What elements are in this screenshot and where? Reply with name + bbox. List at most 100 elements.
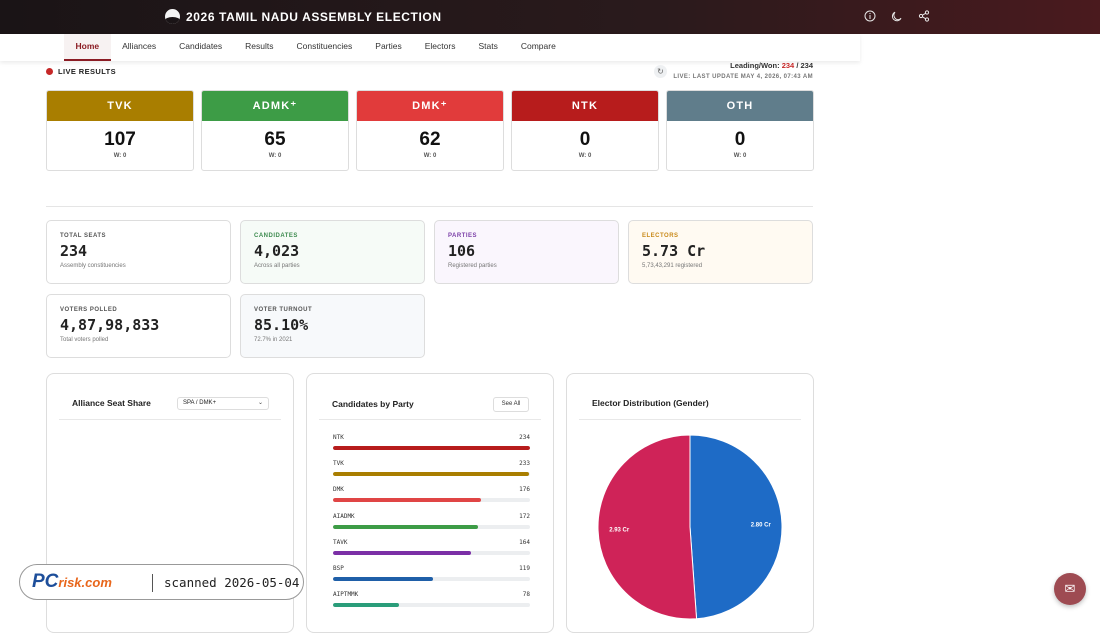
see-all-button[interactable]: See All bbox=[493, 397, 529, 412]
logo-rest: risk.com bbox=[58, 575, 112, 590]
nav-tab-parties[interactable]: Parties bbox=[375, 41, 402, 51]
bar-party-name: AIADMK bbox=[333, 512, 355, 520]
stat-subtext: Registered parties bbox=[448, 263, 497, 269]
elector-gender-panel: Elector Distribution (Gender) 2.80 Cr 2.9… bbox=[566, 373, 814, 633]
chevron-down-icon: ⌄ bbox=[257, 400, 263, 406]
stat-value: 5.73 Cr bbox=[642, 242, 706, 260]
bar-track bbox=[333, 472, 530, 477]
bar-track bbox=[333, 446, 530, 450]
nav-tab-electors[interactable]: Electors bbox=[424, 41, 456, 51]
stat-card-voter-turnout: VOTER TURNOUT 85.10% 72.7% in 2021 bbox=[240, 294, 425, 358]
stat-value: 106 bbox=[448, 242, 476, 260]
share-icon[interactable] bbox=[918, 10, 930, 22]
bar-party-name: NTK bbox=[333, 434, 344, 441]
watermark-divider bbox=[152, 574, 153, 592]
party-card[interactable]: ADMK⁺ 65 W: 0 bbox=[201, 90, 349, 171]
gender-pie-chart: 2.80 Cr 2.93 Cr bbox=[597, 434, 783, 620]
brand[interactable]: 2026 TAMIL NADU ASSEMBLY ELECTION bbox=[165, 9, 442, 24]
pie-slice-label: 2.80 Cr bbox=[751, 522, 772, 528]
stat-card-voters-polled: VOTERS POLLED 4,87,98,833 Total voters pol… bbox=[46, 294, 231, 358]
bar-fill bbox=[333, 446, 530, 450]
leading-won-total: / 234 bbox=[796, 61, 813, 70]
party-name: NTK bbox=[512, 91, 658, 121]
party-seats: 107 bbox=[104, 129, 136, 150]
party-card[interactable]: TVK 107 W: 0 bbox=[46, 90, 194, 171]
nav-tab-constituencies[interactable]: Constituencies bbox=[296, 41, 353, 51]
bar-party-name: AIPTMMK bbox=[333, 591, 359, 599]
stat-label: VOTER TURNOUT bbox=[254, 307, 313, 313]
party-name: DMK⁺ bbox=[357, 91, 503, 121]
party-bar-row: TAVK 164 bbox=[333, 539, 530, 559]
party-won: W: 0 bbox=[733, 153, 747, 159]
last-update-text: LIVE: LAST UPDATE MAY 4, 2026, 07:43 AM bbox=[673, 74, 813, 80]
party-card[interactable]: DMK⁺ 62 W: 0 bbox=[356, 90, 504, 171]
alliance-select-value: SPA / DMK+ bbox=[183, 400, 217, 406]
stat-subtext: Assembly constituencies bbox=[60, 263, 126, 269]
pie-slice-label: 2.93 Cr bbox=[609, 528, 630, 534]
stat-value: 234 bbox=[60, 242, 88, 260]
bar-fill bbox=[333, 603, 399, 608]
mail-icon[interactable]: ✉ bbox=[1054, 573, 1086, 605]
bar-count: 176 bbox=[519, 486, 530, 494]
stat-card-parties: PARTIES 106 Registered parties bbox=[434, 220, 619, 284]
candidates-by-party-panel: Candidates by Party See All NTK 234 TVK 233… bbox=[306, 373, 554, 633]
party-card[interactable]: OTH 0 W: 0 bbox=[666, 90, 814, 171]
panel-title: Alliance Seat Share bbox=[72, 398, 151, 408]
panel-title: Candidates by Party bbox=[332, 399, 414, 409]
bar-track bbox=[333, 603, 530, 608]
party-bar-row: DMK 176 bbox=[333, 486, 530, 506]
party-name: TVK bbox=[47, 91, 193, 121]
nav-tab-candidates[interactable]: Candidates bbox=[179, 41, 223, 51]
party-won: W: 0 bbox=[423, 153, 437, 159]
party-seats: 0 bbox=[734, 129, 746, 150]
pie-slice[interactable] bbox=[689, 434, 783, 620]
refresh-icon[interactable]: ↻ bbox=[654, 65, 667, 78]
nav-tabs: Home Alliances Candidates Results Constituen… bbox=[64, 34, 567, 61]
nav-tab-stats[interactable]: Stats bbox=[478, 41, 498, 51]
party-seats: 62 bbox=[419, 129, 441, 150]
bar-party-name: DMK bbox=[333, 486, 344, 494]
nav-tab-compare[interactable]: Compare bbox=[520, 41, 556, 51]
app-title: 2026 TAMIL NADU ASSEMBLY ELECTION bbox=[186, 9, 442, 24]
stat-subtext: Total voters polled bbox=[60, 337, 109, 343]
moon-icon[interactable] bbox=[891, 10, 903, 22]
bar-party-name: TVK bbox=[333, 460, 344, 468]
party-won: W: 0 bbox=[113, 153, 127, 159]
panel-divider bbox=[319, 419, 541, 420]
stat-card-electors: ELECTORS 5.73 Cr 5,73,43,291 registered bbox=[628, 220, 813, 284]
leading-won-line: Leading/Won: 234 / 234 bbox=[673, 61, 813, 70]
stat-label: TOTAL SEATS bbox=[60, 233, 107, 239]
nav-tab-home[interactable]: Home bbox=[64, 34, 111, 61]
bar-party-name: BSP bbox=[333, 565, 344, 572]
party-card[interactable]: NTK 0 W: 0 bbox=[511, 90, 659, 171]
election-logo-icon bbox=[165, 9, 180, 24]
stat-subtext: Across all parties bbox=[254, 263, 300, 269]
bar-count: 78 bbox=[522, 591, 530, 599]
bar-count: 164 bbox=[519, 538, 530, 546]
live-results-indicator: LIVE RESULTS bbox=[46, 67, 116, 76]
bar-fill bbox=[333, 524, 478, 529]
info-icon[interactable] bbox=[864, 10, 876, 22]
panel-divider bbox=[59, 419, 281, 420]
nav-tab-alliances[interactable]: Alliances bbox=[122, 41, 157, 51]
nav-tab-results[interactable]: Results bbox=[245, 41, 274, 51]
bar-fill bbox=[333, 472, 530, 477]
leading-summary: Leading/Won: 234 / 234 LIVE: LAST UPDATE… bbox=[673, 61, 813, 80]
main-nav: Home Alliances Candidates Results Constituen… bbox=[0, 34, 860, 61]
bar-count: 172 bbox=[519, 512, 530, 520]
stat-label: CANDIDATES bbox=[254, 233, 298, 239]
party-bar-row: AIPTMMK 78 bbox=[333, 591, 530, 611]
bar-fill bbox=[333, 550, 472, 555]
party-bar-row: BSP 119 bbox=[333, 565, 530, 585]
party-bar-row: TVK 233 bbox=[333, 460, 530, 480]
stat-card-candidates: CANDIDATES 4,023 Across all parties bbox=[240, 220, 425, 284]
alliance-select[interactable]: SPA / DMK+ ⌄ bbox=[177, 397, 269, 410]
pie-slice[interactable] bbox=[597, 434, 698, 620]
top-header: 2026 TAMIL NADU ASSEMBLY ELECTION bbox=[0, 0, 1100, 34]
bar-track bbox=[333, 498, 530, 503]
stat-value: 4,023 bbox=[254, 242, 300, 260]
bar-fill bbox=[333, 498, 482, 503]
header-actions bbox=[864, 10, 930, 22]
pcrisk-watermark: PCrisk.com scanned 2026-05-04 bbox=[19, 564, 304, 600]
stat-value: 4,87,98,833 bbox=[60, 316, 160, 334]
